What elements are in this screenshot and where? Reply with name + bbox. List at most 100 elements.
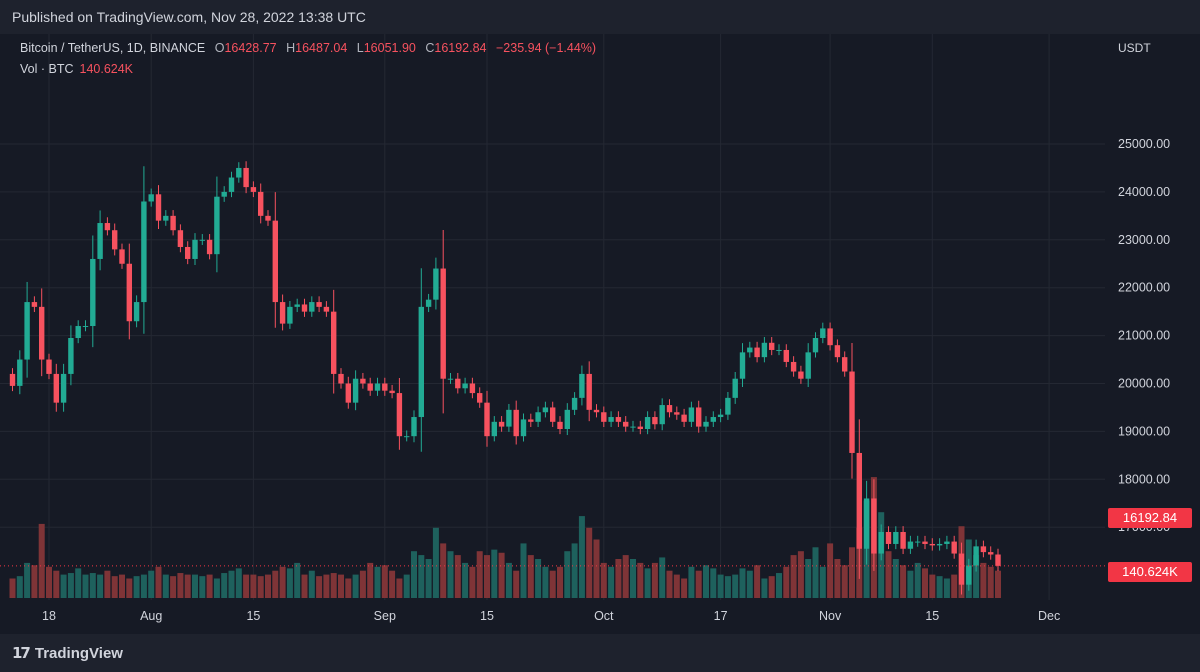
candle-body (608, 417, 614, 422)
volume-bar (929, 574, 936, 598)
footer-bar: 17 TradingView (0, 634, 1200, 672)
symbol-legend: Bitcoin / TetherUS, 1D, BINANCE O16428.7… (20, 41, 596, 55)
volume-bar (578, 516, 585, 598)
volume-bar (527, 555, 534, 598)
volume-bar (432, 527, 439, 598)
candle-body (126, 263, 132, 322)
candle-body (60, 373, 67, 403)
volume-bar (907, 570, 914, 598)
volume-bar (97, 574, 104, 598)
volume-bar (374, 566, 381, 598)
volume-bar (221, 573, 228, 598)
candle-body (550, 407, 556, 422)
volume-bar (841, 565, 848, 598)
candle-body (710, 417, 716, 422)
volume-bar (469, 566, 476, 598)
candle-body (944, 541, 950, 544)
volume-bar (790, 555, 797, 598)
price-unit[interactable]: USDT (1118, 41, 1151, 55)
volume-bar (60, 574, 67, 598)
candle-body (688, 407, 695, 422)
candle-body (929, 543, 935, 546)
volume-bar (557, 566, 563, 598)
volume-bar (228, 570, 235, 598)
volume-bar (359, 570, 366, 598)
low-key: L (356, 41, 364, 55)
candle-body (75, 326, 81, 338)
candle-body (199, 239, 205, 241)
volume-bar (484, 555, 490, 598)
x-tick-label: 15 (246, 609, 260, 623)
volume-bar (89, 573, 96, 598)
candle-body (469, 383, 476, 394)
candle-body (849, 371, 855, 453)
candle-body (644, 417, 651, 430)
candle-body (155, 194, 162, 221)
volume-bar (447, 551, 454, 598)
y-tick-label: 23000.00 (1118, 233, 1170, 247)
volume-bar (827, 543, 834, 598)
volume-bar (608, 566, 615, 598)
candle-body (520, 419, 527, 437)
volume-bar (987, 566, 994, 598)
volume-bar (213, 578, 220, 598)
volume-bar (31, 565, 38, 598)
tradingview-logo[interactable]: 17 TradingView (12, 644, 123, 662)
candle-body (761, 342, 768, 358)
close-key: C (425, 41, 435, 55)
candle-body (571, 397, 578, 410)
candle-body (323, 306, 330, 312)
volume-bar (330, 573, 337, 598)
symbol-name[interactable]: Bitcoin / TetherUS, 1D, BINANCE (20, 41, 206, 55)
candle-body (535, 412, 541, 422)
candle-body (133, 302, 140, 322)
volume-bar (104, 570, 111, 598)
volume-bar (995, 570, 1001, 598)
chart-area[interactable]: 17000.0018000.0019000.0020000.0021000.00… (0, 34, 1200, 634)
candle-body (177, 230, 184, 247)
x-tick-label: Oct (594, 609, 614, 623)
candle-body (798, 371, 804, 379)
candle-body (82, 326, 89, 328)
candle-body (703, 421, 709, 427)
volume-bar (593, 539, 600, 598)
candle-body (498, 421, 505, 427)
candle-body (681, 414, 687, 422)
candle-body (579, 373, 585, 398)
volume-bar (564, 551, 571, 598)
volume-bar (900, 565, 907, 598)
candle-body (46, 359, 52, 374)
volume-bar (520, 543, 527, 598)
low-value: 16051.90 (363, 41, 416, 55)
candle-body (24, 302, 30, 360)
volume-bar (498, 552, 505, 598)
volume-bar (38, 523, 45, 598)
volume-bar (286, 568, 293, 598)
candle-body (425, 299, 432, 307)
candle-body (842, 357, 848, 372)
volume-bar (82, 574, 89, 598)
candle-body (769, 342, 775, 350)
volume-bar (454, 555, 461, 598)
volume-bar (75, 568, 82, 598)
candle-body (53, 373, 59, 403)
candlestick-chart[interactable]: 17000.0018000.0019000.0020000.0021000.00… (0, 34, 1200, 634)
volume-bar (9, 578, 16, 598)
volume-label[interactable]: Vol · BTC (20, 62, 74, 76)
volume-bar (505, 562, 512, 598)
candle-body (615, 417, 622, 422)
candle-body (221, 191, 227, 197)
candle-body (148, 194, 154, 202)
candle-body (418, 306, 424, 418)
volume-bar (695, 570, 702, 598)
y-tick-label: 20000.00 (1118, 377, 1170, 391)
candle-body (185, 246, 191, 259)
candle-body (389, 390, 395, 394)
candle-body (528, 419, 534, 422)
candle-body (915, 541, 921, 543)
candle-body (301, 304, 308, 312)
candle-body (287, 306, 293, 324)
y-tick-label: 22000.00 (1118, 281, 1170, 295)
candle-body (367, 383, 373, 391)
volume-bar (367, 562, 374, 598)
